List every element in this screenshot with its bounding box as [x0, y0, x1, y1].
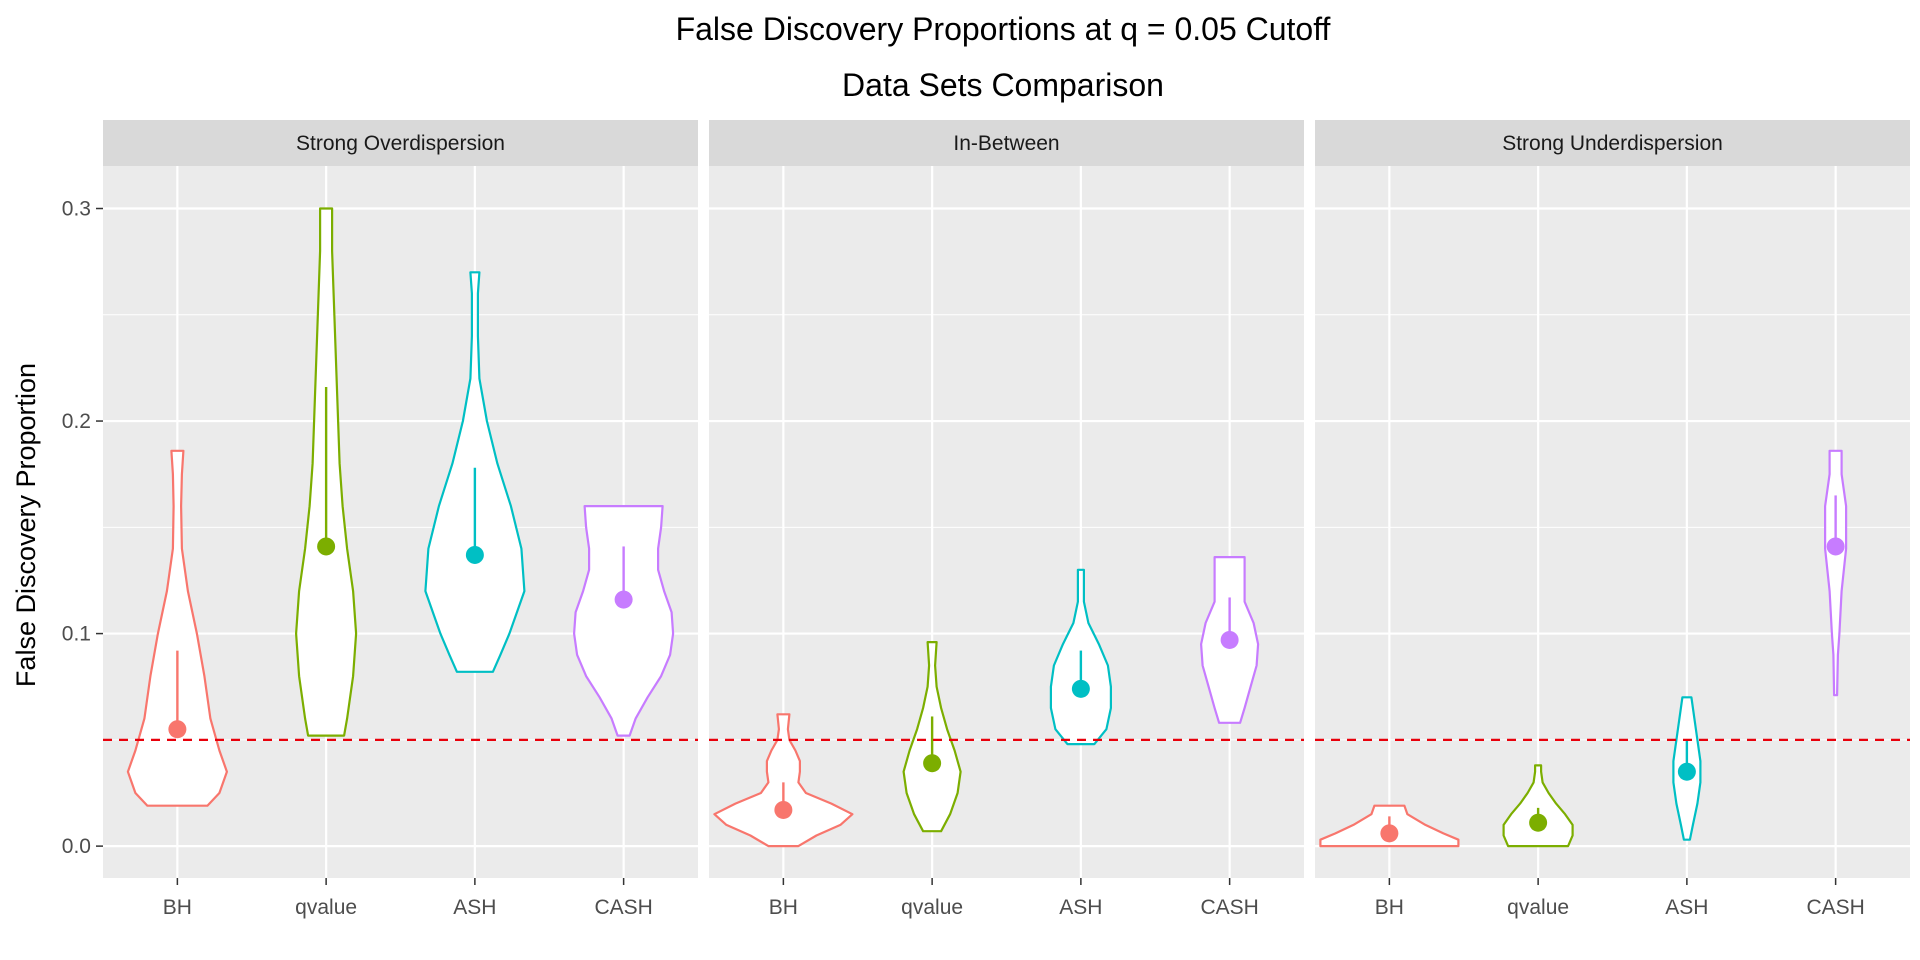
y-tick-label: 0.1 — [62, 623, 91, 646]
y-axis-title: False Discovery Proportion — [11, 363, 41, 687]
mean-point-BH — [1380, 824, 1399, 843]
x-tick-label: ASH — [1059, 896, 1102, 919]
mean-point-ASH — [1677, 762, 1696, 781]
chart-subtitle: Data Sets Comparison — [842, 67, 1164, 103]
panel-background — [709, 166, 1304, 878]
mean-point-CASH — [1220, 630, 1239, 649]
x-tick-label: qvalue — [1507, 896, 1569, 919]
violin-CASH — [573, 505, 675, 737]
panel-background — [1315, 166, 1910, 878]
x-tick-label: CASH — [594, 896, 652, 919]
x-tick-label: qvalue — [901, 896, 963, 919]
y-tick-label: 0.3 — [62, 198, 91, 221]
facet-strip-label: Strong Underdispersion — [1502, 132, 1723, 155]
x-tick-label: ASH — [1665, 896, 1708, 919]
chart-title: False Discovery Proportions at q = 0.05 … — [676, 11, 1331, 47]
facet-strip-label: In-Between — [953, 132, 1059, 155]
mean-point-qvalue — [1529, 813, 1548, 832]
x-tick-label: BH — [1375, 896, 1404, 919]
mean-point-ASH — [465, 545, 484, 564]
mean-point-qvalue — [317, 537, 336, 556]
x-tick-label: BH — [769, 896, 798, 919]
mean-point-qvalue — [923, 754, 942, 773]
facet-strip — [1315, 120, 1910, 166]
x-tick-label: CASH — [1806, 896, 1864, 919]
violin-BH — [713, 713, 854, 848]
y-tick-label: 0.0 — [62, 835, 91, 858]
y-tick-label: 0.2 — [62, 410, 91, 433]
facet-panel: Strong Underdispersion BH qvalue ASH CASH — [1315, 120, 1910, 919]
x-tick-label: qvalue — [295, 896, 357, 919]
mean-point-ASH — [1071, 679, 1090, 698]
violin-qvalue — [1502, 764, 1574, 848]
violin-CASH — [1824, 449, 1848, 697]
x-tick-label: BH — [163, 896, 192, 919]
facet-strip — [103, 120, 698, 166]
mean-point-BH — [168, 720, 187, 739]
x-tick-label: CASH — [1200, 896, 1258, 919]
facet-panel: Strong Overdispersion BH qvalue ASH CASH — [103, 120, 698, 919]
facet-strip-label: Strong Overdispersion — [296, 132, 505, 155]
facet-panel: In-Between BH qvalue ASH CASH — [709, 120, 1304, 919]
violin-BH — [126, 449, 228, 807]
facet-panels: 0.0 0.1 0.2 0.3 Strong Overdispersion BH qvalu… — [62, 120, 1910, 919]
mean-point-CASH — [614, 590, 633, 609]
mean-point-BH — [774, 800, 793, 819]
facet-strip — [709, 120, 1304, 166]
mean-point-CASH — [1826, 537, 1845, 556]
x-tick-label: ASH — [453, 896, 496, 919]
